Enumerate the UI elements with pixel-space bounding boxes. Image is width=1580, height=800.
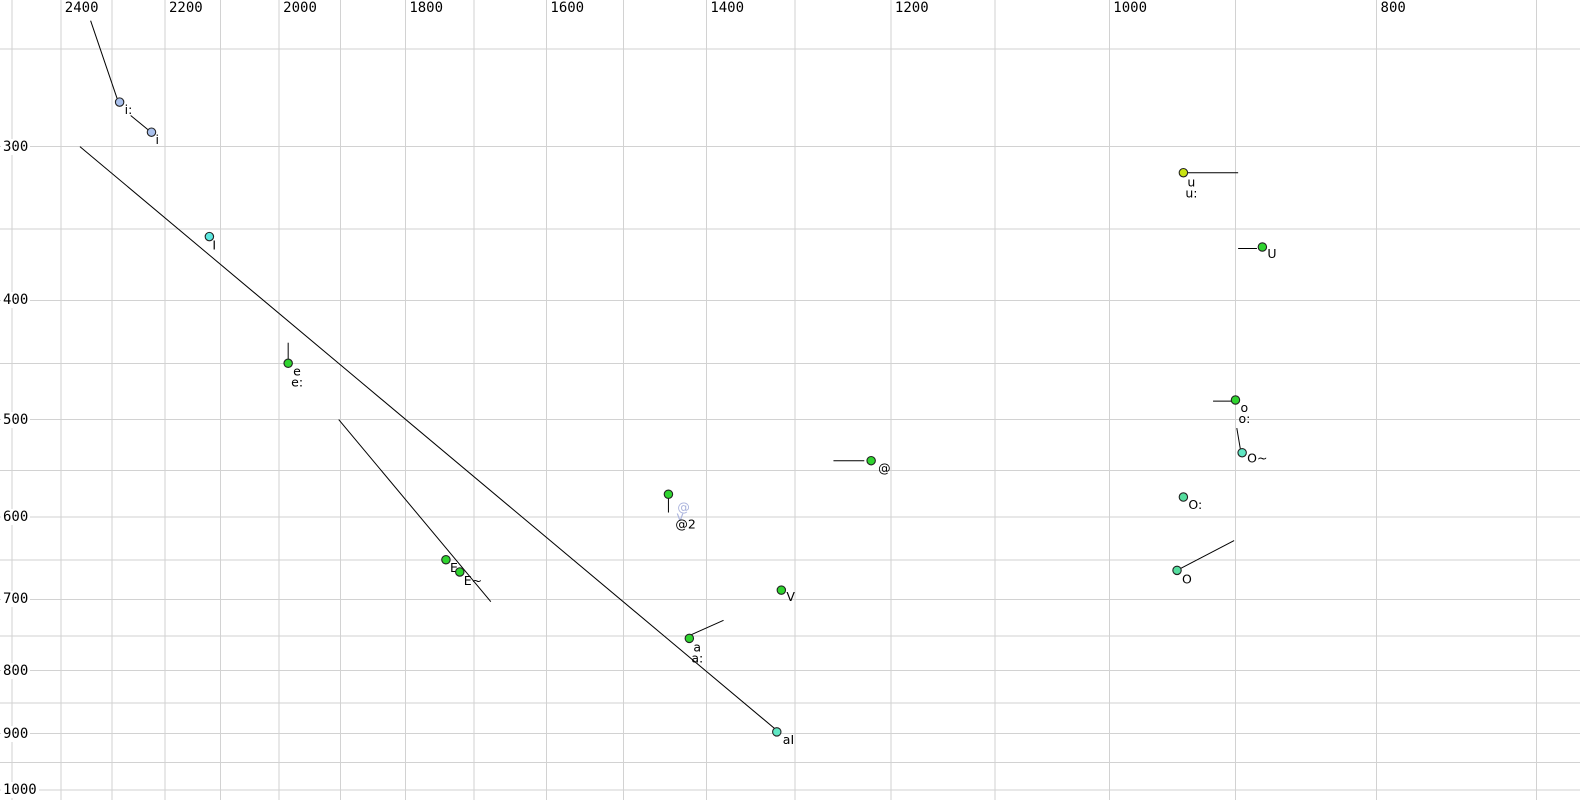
x-tick-2400: 2400 [62, 0, 101, 16]
connector-i-long-to-i [130, 115, 150, 131]
vowel-label: e: [291, 374, 303, 389]
y-tick-700: 700 [1, 591, 31, 608]
y-tick-800: 800 [1, 662, 31, 679]
vowel-point [866, 455, 876, 466]
connector-tail-into-i-long [90, 20, 118, 99]
vowel-point [684, 633, 695, 644]
x-tick-800: 800 [1378, 0, 1408, 16]
vowel-point [204, 231, 215, 242]
vowel-point [455, 567, 465, 577]
x-tick-1600: 1600 [548, 0, 587, 16]
vowel-point [776, 585, 787, 595]
x-tick-1000: 1000 [1111, 0, 1149, 16]
x-tick-1200: 1200 [892, 0, 931, 16]
vowel-label: u [1187, 175, 1195, 190]
vowel-point [1237, 447, 1247, 458]
vowel-label: I [212, 238, 216, 253]
vowel-label: a [693, 639, 701, 654]
vowel-label: i: [125, 102, 133, 117]
y-tick-600: 600 [1, 508, 31, 525]
vowel-point [772, 727, 782, 737]
vowel-label: E [450, 560, 458, 575]
vowel-label: o: [1238, 411, 1250, 426]
vowel-point [1178, 167, 1189, 178]
connector-tie-O-nasal [1236, 427, 1242, 452]
vowel-label: O~ [1247, 451, 1267, 466]
vowel-label: aI [783, 732, 794, 747]
vowel-label: i [155, 132, 158, 147]
x-tick-1400: 1400 [708, 0, 747, 16]
vowel-label: @ [878, 461, 891, 476]
vowel-label: @ [677, 499, 690, 514]
vowel-label: v [676, 508, 684, 523]
connector-tie-O [1176, 540, 1235, 571]
vowel-label: O: [1188, 497, 1202, 512]
vowel-label: V [786, 589, 795, 604]
vowel-point [114, 97, 125, 107]
vowel-label: U [1267, 246, 1276, 261]
vowel-label: a: [691, 650, 703, 665]
vowel-label: u: [1185, 186, 1197, 201]
y-tick-1000: 1000 [1, 781, 39, 798]
vowel-label: O [1182, 571, 1192, 586]
vowel-point [1172, 565, 1182, 576]
vowel-point [146, 127, 157, 137]
x-tick-2200: 2200 [167, 0, 205, 16]
vowel-label: o [1240, 400, 1248, 415]
x-tick-1800: 1800 [407, 0, 446, 16]
connector-long-diagonal-a [79, 146, 779, 733]
vowel-point [441, 555, 451, 565]
vowel-label: @2 [675, 516, 695, 531]
y-tick-400: 400 [1, 292, 31, 309]
y-tick-500: 500 [1, 411, 31, 428]
x-tick-2000: 2000 [281, 0, 319, 16]
vowel-point [283, 358, 293, 369]
y-tick-900: 900 [1, 725, 31, 742]
vowel-point [1230, 395, 1241, 405]
y-tick-300: 300 [1, 138, 31, 155]
vowel-label: e [293, 363, 301, 378]
connector-tie-a [690, 619, 724, 636]
connector-diagonal-b [338, 419, 492, 602]
vowel-point [1257, 242, 1268, 252]
vowel-label: E~ [464, 573, 482, 588]
vowel-point [1178, 492, 1189, 502]
vowel-point [663, 489, 674, 500]
